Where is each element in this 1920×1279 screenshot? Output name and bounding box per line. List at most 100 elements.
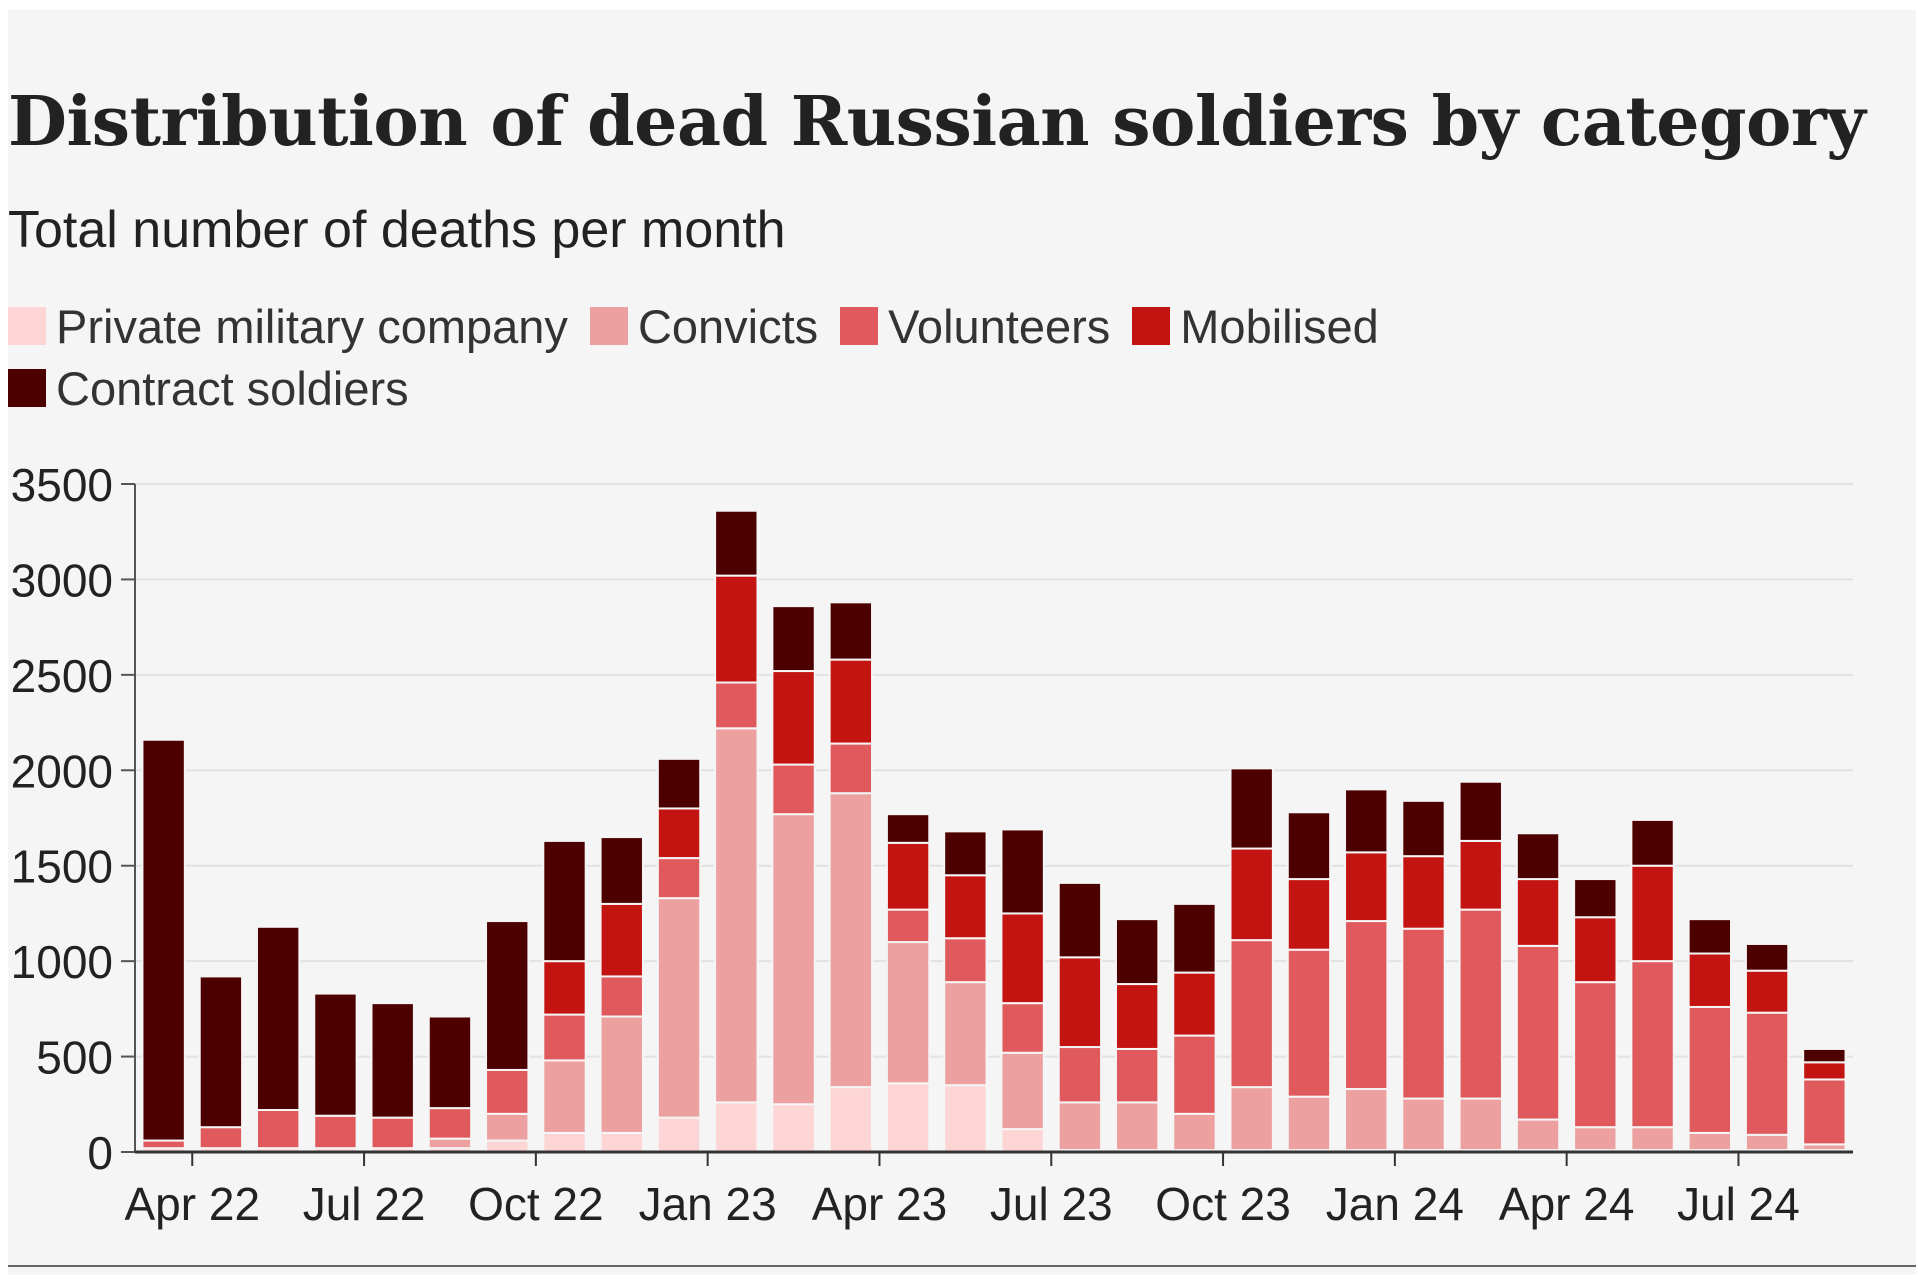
x-tick-label: Jan 24 xyxy=(1326,1178,1464,1230)
bar-segment xyxy=(1744,1011,1790,1136)
bar-segment xyxy=(1630,960,1675,1129)
bar-segment xyxy=(771,670,816,766)
bar-segment xyxy=(771,1103,816,1153)
x-tick-label: Apr 24 xyxy=(1499,1178,1635,1230)
footer-divider xyxy=(8,1265,1916,1267)
bar-segment xyxy=(198,975,244,1129)
bar-segment xyxy=(1057,881,1103,959)
bar-segment xyxy=(885,908,931,944)
bar-segment xyxy=(1286,878,1332,951)
bar-stack xyxy=(828,601,874,1154)
bar-segment xyxy=(427,1015,473,1110)
x-tick-label: Jul 22 xyxy=(303,1178,426,1230)
bar-segment xyxy=(1687,918,1733,955)
bar-stack xyxy=(255,925,301,1154)
bar-stack xyxy=(1687,918,1733,1154)
bar-segment xyxy=(542,960,587,1016)
bar-stack xyxy=(1744,942,1790,1154)
bar-stack xyxy=(943,830,988,1154)
x-tick-label: Apr 23 xyxy=(812,1178,948,1230)
legend-item-volunteers: Volunteers xyxy=(840,300,1110,353)
bar-segment xyxy=(1114,918,1160,986)
bars xyxy=(141,509,1847,1154)
bar-segment xyxy=(198,1126,244,1150)
bar-stack xyxy=(1057,881,1103,1154)
y-tick-label: 2500 xyxy=(11,650,113,702)
bar-segment xyxy=(1057,956,1103,1049)
bar-segment xyxy=(714,509,759,577)
bar-segment xyxy=(1687,1131,1733,1152)
chart-subtitle: Total number of deaths per month xyxy=(8,201,786,259)
legend-item-convicts: Convicts xyxy=(589,299,819,353)
bar-segment xyxy=(141,738,186,1142)
bar-segment xyxy=(1229,1086,1274,1152)
chart-title: Distribution of dead Russian soldiers by… xyxy=(8,82,1866,162)
bar-segment xyxy=(943,981,988,1087)
bar-segment xyxy=(1000,1002,1045,1054)
bar-segment xyxy=(313,1114,358,1150)
bar-segment xyxy=(943,937,988,984)
bar-stack xyxy=(141,738,186,1154)
bar-segment xyxy=(1286,948,1332,1098)
bar-stack xyxy=(1630,818,1675,1154)
chart-legend: Private military company Convicts Volunt… xyxy=(8,299,1568,415)
bar-stack xyxy=(485,920,530,1154)
bar-segment xyxy=(1630,864,1675,963)
bar-segment xyxy=(943,1084,988,1154)
bar-segment xyxy=(1000,1051,1045,1131)
bar-segment xyxy=(1057,1101,1103,1152)
y-tick-label: 1000 xyxy=(11,936,113,988)
bar-segment xyxy=(1744,1133,1790,1152)
bar-segment xyxy=(656,757,702,810)
x-tick-label: Jul 23 xyxy=(990,1178,1113,1230)
bar-stack xyxy=(1172,902,1217,1154)
bar-segment xyxy=(656,1116,702,1153)
legend-label: Mobilised xyxy=(1180,299,1379,353)
legend-label: Private military company xyxy=(56,299,568,353)
bar-stack xyxy=(542,839,587,1154)
bar-segment xyxy=(1458,839,1503,911)
bar-segment xyxy=(885,841,931,911)
bar-segment xyxy=(1229,767,1274,850)
bar-stack xyxy=(313,992,358,1154)
bar-segment xyxy=(656,857,702,900)
bar-segment xyxy=(1057,1046,1103,1104)
bar-segment xyxy=(714,1101,759,1153)
y-tick-label: 0 xyxy=(87,1127,113,1179)
bar-stack xyxy=(1114,918,1160,1154)
legend-label: Convicts xyxy=(637,299,819,353)
bar-segment xyxy=(1401,927,1446,1100)
bar-segment xyxy=(656,897,702,1119)
bar-segment xyxy=(1000,1128,1045,1154)
stacked-bar-chart: 0 500 1000 1500 2000 2500 3000 3500 Apr 22 Jul 22… xyxy=(11,459,1853,1230)
bar-segment xyxy=(714,681,759,730)
bar-stack xyxy=(1802,1047,1847,1154)
bar-segment xyxy=(885,813,931,844)
bar-segment xyxy=(1344,788,1389,854)
bar-segment xyxy=(599,1131,644,1154)
bar-stack xyxy=(1229,767,1274,1154)
bar-segment xyxy=(714,574,759,684)
bar-segment xyxy=(1687,1005,1733,1134)
x-tick-label: Jan 23 xyxy=(639,1178,777,1230)
bar-stack xyxy=(427,1015,473,1154)
x-tick-label: Jul 24 xyxy=(1677,1178,1800,1230)
bar-segment xyxy=(828,1086,874,1154)
bar-stack xyxy=(1401,799,1446,1154)
legend-label: Contract soldiers xyxy=(56,361,409,415)
bar-segment xyxy=(599,836,644,905)
bar-segment xyxy=(943,830,988,877)
bar-segment xyxy=(1401,855,1446,930)
bar-segment xyxy=(1630,818,1675,867)
bar-segment xyxy=(1114,1047,1160,1104)
x-tick-label: Apr 22 xyxy=(125,1178,261,1230)
y-tick-label: 3500 xyxy=(11,459,113,511)
bar-segment xyxy=(485,1068,530,1115)
y-tick-label: 3000 xyxy=(11,554,113,606)
bar-segment xyxy=(771,605,816,673)
bar-stack xyxy=(714,509,759,1153)
bar-stack xyxy=(1515,832,1561,1154)
bar-segment xyxy=(885,941,931,1085)
bar-segment xyxy=(656,807,702,860)
bar-segment xyxy=(1229,847,1274,942)
